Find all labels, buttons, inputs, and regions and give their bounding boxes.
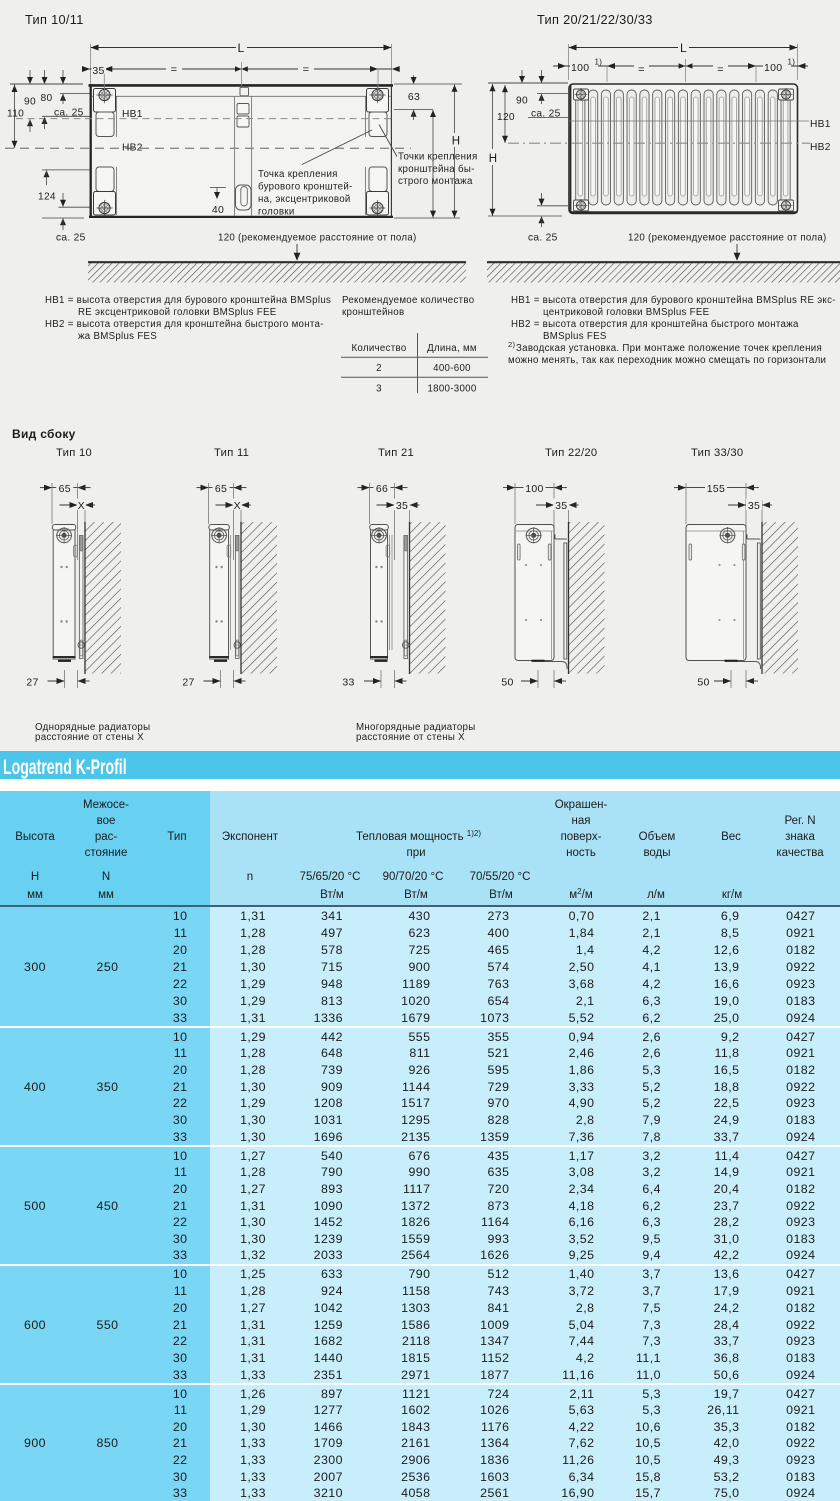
svg-text:Тип 10: Тип 10	[56, 447, 92, 459]
svg-text:33: 33	[342, 676, 354, 688]
svg-text:2): 2)	[508, 340, 515, 349]
svg-text:=: =	[303, 64, 310, 76]
svg-text:110: 110	[7, 109, 24, 120]
svg-text:НВ1: НВ1	[122, 109, 143, 120]
svg-text:расстояние от стены X: расстояние от стены X	[35, 732, 144, 743]
svg-text:155: 155	[707, 483, 725, 495]
svg-text:НВ1 = высота отверстия для бур: НВ1 = высота отверстия для бурового крон…	[511, 295, 836, 306]
svg-text:Однорядные радиаторы: Однорядные радиаторы	[35, 722, 150, 733]
svg-text:L: L	[238, 41, 245, 55]
svg-text:27: 27	[26, 676, 38, 688]
svg-text:120: 120	[497, 112, 515, 123]
svg-text:66: 66	[376, 483, 388, 495]
svg-text:НВ2 = высота отверстия для кро: НВ2 = высота отверстия для кронштейна бы…	[45, 319, 324, 330]
svg-text:1): 1)	[595, 58, 603, 67]
svg-text:120 (рекомендуемое расстояние: 120 (рекомендуемое расстояние от пола)	[218, 233, 417, 244]
svg-text:Тип 21: Тип 21	[378, 447, 414, 459]
svg-text:1800-3000: 1800-3000	[427, 384, 476, 395]
svg-text:65: 65	[59, 483, 71, 495]
svg-text:124: 124	[38, 192, 56, 203]
svg-text:=: =	[171, 64, 178, 76]
svg-text:Многорядные радиаторы: Многорядные радиаторы	[356, 722, 475, 733]
svg-text:35: 35	[748, 500, 760, 512]
svg-text:Вид сбоку: Вид сбоку	[12, 427, 76, 441]
svg-text:Количество: Количество	[351, 343, 406, 354]
svg-text:кронштейна бы-: кронштейна бы-	[398, 164, 475, 175]
svg-text:жа BMSplus FES: жа BMSplus FES	[78, 331, 157, 342]
svg-text:кронштейнов: кронштейнов	[342, 307, 404, 318]
svg-text:2: 2	[376, 363, 382, 374]
svg-text:1): 1)	[788, 58, 796, 67]
svg-text:=: =	[717, 64, 724, 76]
svg-text:100: 100	[571, 62, 589, 74]
svg-text:90: 90	[24, 97, 36, 108]
svg-text:строго монтажа: строго монтажа	[398, 176, 473, 187]
svg-text:40: 40	[212, 204, 224, 216]
svg-text:Заводская установка. При монта: Заводская установка. При монтаже положен…	[516, 343, 822, 354]
svg-text:90: 90	[516, 96, 528, 107]
svg-text:=: =	[638, 64, 645, 76]
svg-text:H: H	[489, 153, 498, 165]
svg-text:на, эксцентриковой: на, эксцентриковой	[258, 194, 351, 205]
svg-text:ca. 25: ca. 25	[56, 233, 86, 244]
svg-text:ca. 25: ca. 25	[54, 108, 84, 119]
svg-text:НВ1 = высота отверстия для бур: НВ1 = высота отверстия для бурового крон…	[45, 295, 331, 306]
svg-text:50: 50	[501, 676, 513, 688]
svg-text:Тип 33/30: Тип 33/30	[691, 447, 743, 459]
svg-text:центриковой головки BMSplus FE: центриковой головки BMSplus FEE	[543, 307, 710, 318]
svg-text:35: 35	[396, 500, 408, 512]
svg-text:400-600: 400-600	[433, 363, 471, 374]
svg-text:BMSplus FES: BMSplus FES	[543, 331, 607, 342]
svg-text:L: L	[680, 41, 687, 55]
svg-text:Точки крепления: Точки крепления	[398, 152, 478, 163]
svg-text:Рекомендуемое количество: Рекомендуемое количество	[342, 295, 474, 306]
svg-text:HB1: HB1	[810, 119, 831, 130]
svg-text:35: 35	[92, 65, 104, 77]
svg-text:RE эксцентриковой головки BMSp: RE эксцентриковой головки BMSplus FEE	[78, 307, 277, 318]
svg-text:можно менять, так как переходн: можно менять, так как переходник можно с…	[508, 355, 826, 366]
svg-text:Тип 20/21/22/30/33: Тип 20/21/22/30/33	[537, 12, 653, 27]
svg-text:ca. 25: ca. 25	[528, 233, 558, 244]
svg-text:100: 100	[525, 483, 543, 495]
svg-text:Тип 11: Тип 11	[214, 447, 249, 459]
svg-text:50: 50	[697, 676, 709, 688]
svg-text:100: 100	[764, 62, 782, 74]
svg-text:65: 65	[215, 483, 227, 495]
svg-text:ca. 25: ca. 25	[531, 109, 561, 120]
svg-text:расстояние от стены X: расстояние от стены X	[356, 732, 465, 743]
svg-text:Длина, мм: Длина, мм	[427, 343, 477, 354]
svg-text:X: X	[78, 500, 85, 512]
svg-text:бурового кронштей-: бурового кронштей-	[258, 182, 353, 193]
svg-text:HB2: HB2	[810, 142, 831, 153]
svg-text:НВ2: НВ2	[122, 143, 143, 154]
svg-text:X: X	[234, 500, 241, 512]
svg-text:35: 35	[555, 500, 567, 512]
svg-text:H: H	[452, 136, 461, 148]
svg-text:НВ2 = высота отверстия для кро: НВ2 = высота отверстия для кронштейна бы…	[511, 319, 799, 330]
svg-text:Тип 10/11: Тип 10/11	[25, 12, 84, 27]
svg-text:головки: головки	[258, 207, 295, 218]
svg-text:Точка крепления: Точка крепления	[258, 169, 338, 180]
svg-text:27: 27	[182, 676, 194, 688]
svg-text:3: 3	[376, 384, 382, 395]
svg-text:63: 63	[408, 91, 420, 103]
svg-text:Тип 22/20: Тип 22/20	[545, 447, 597, 459]
svg-text:120 (рекомендуемое расстояние: 120 (рекомендуемое расстояние от пола)	[628, 233, 827, 244]
svg-text:80: 80	[41, 93, 53, 104]
